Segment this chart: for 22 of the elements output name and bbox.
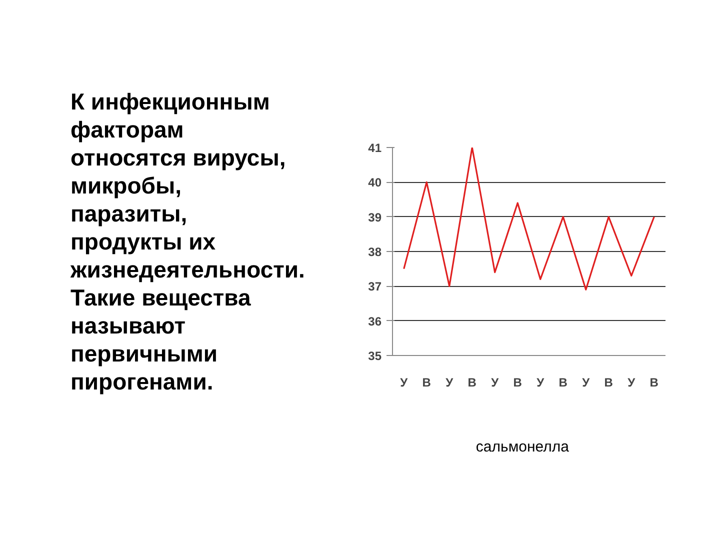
x-tick-label: У: [536, 376, 545, 390]
x-tick-label: У: [491, 376, 500, 390]
x-tick-label: У: [446, 376, 454, 390]
y-tick-label: 41: [368, 141, 382, 155]
text: сальмонелла: [476, 438, 570, 456]
x-tick-label: В: [468, 376, 477, 390]
y-tick-label: 36: [368, 314, 382, 328]
x-tick-label: В: [604, 376, 614, 390]
y-tick-label: 38: [368, 245, 382, 259]
y-tick-label: 39: [368, 210, 382, 224]
y-tick-label: 40: [368, 176, 382, 190]
x-tick-label: В: [513, 376, 522, 390]
line-series: [403, 148, 655, 290]
y-tick-label: 35: [368, 349, 382, 363]
x-tick-label: У: [582, 376, 590, 390]
x-tick-label: У: [400, 376, 408, 390]
y-tick-label: 37: [368, 280, 382, 294]
text: К инфекционным факторам относятся вирусы, микробы, паразиты, продукты их жизнедеятельности. Такие вещества называют первичными пирогенами.: [70, 88, 305, 394]
x-tick-label: В: [558, 376, 568, 390]
x-tick-label: В: [422, 376, 432, 390]
x-tick-label: У: [628, 376, 636, 390]
x-tick-label: В: [650, 376, 659, 390]
